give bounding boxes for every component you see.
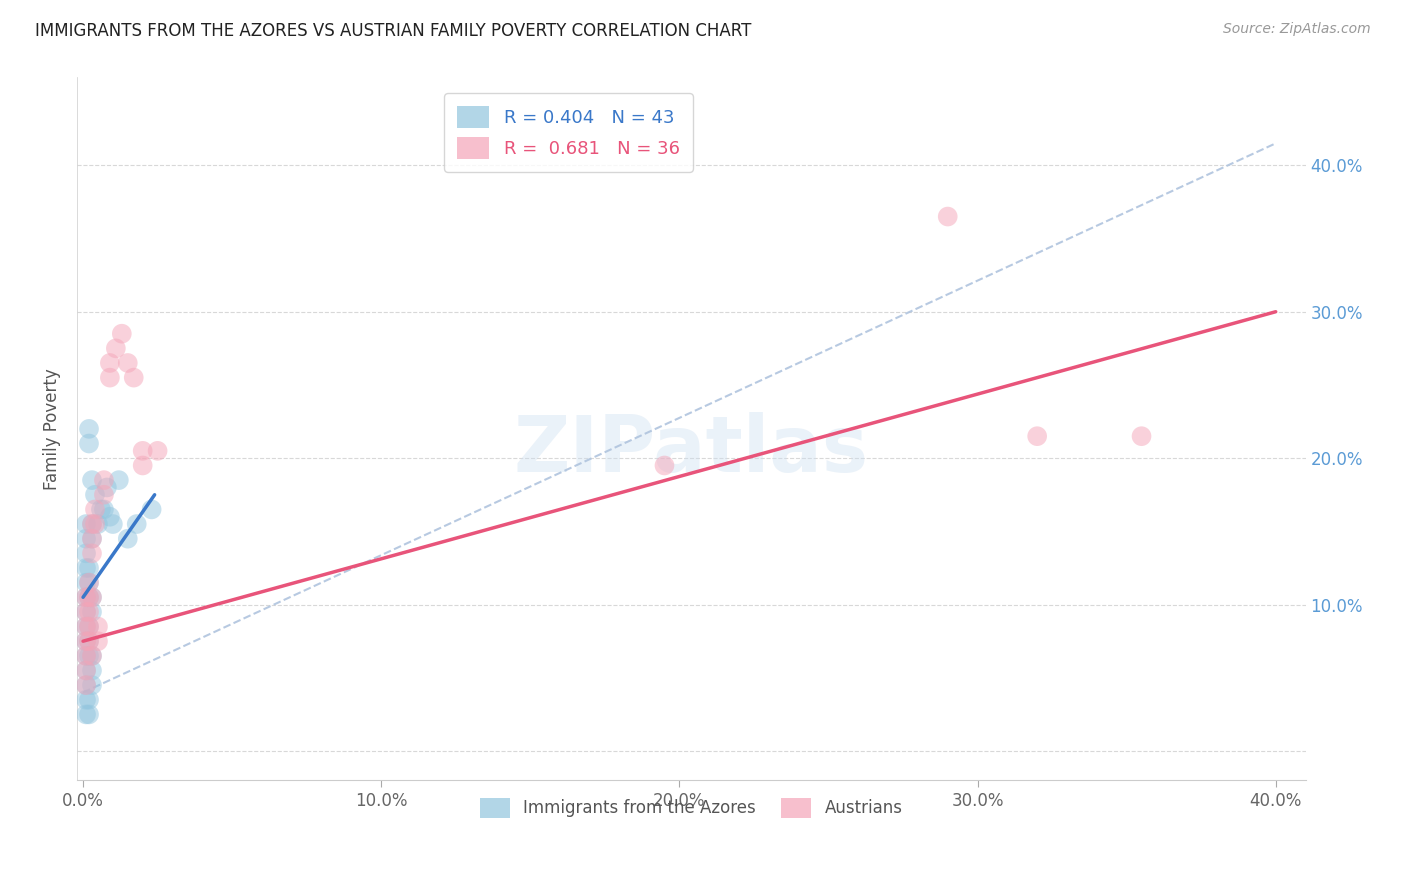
Point bbox=[77, 591, 100, 605]
Point bbox=[75, 707, 97, 722]
Legend: Immigrants from the Azores, Austrians: Immigrants from the Azores, Austrians bbox=[474, 791, 910, 825]
Point bbox=[80, 678, 103, 692]
Point bbox=[98, 370, 121, 384]
Point bbox=[93, 502, 115, 516]
Point bbox=[146, 443, 169, 458]
Point bbox=[77, 575, 100, 590]
Point bbox=[122, 370, 145, 384]
Point bbox=[77, 436, 100, 450]
Point bbox=[75, 591, 97, 605]
Point bbox=[75, 561, 97, 575]
Point bbox=[80, 546, 103, 560]
Point bbox=[77, 591, 100, 605]
Point bbox=[936, 210, 959, 224]
Point bbox=[131, 458, 153, 473]
Point bbox=[104, 342, 127, 356]
Point bbox=[90, 502, 112, 516]
Point bbox=[108, 473, 131, 487]
Point bbox=[75, 648, 97, 663]
Point bbox=[98, 356, 121, 370]
Point bbox=[75, 634, 97, 648]
Point bbox=[80, 591, 103, 605]
Point bbox=[77, 605, 100, 619]
Point bbox=[75, 619, 97, 633]
Point bbox=[1130, 429, 1153, 443]
Point bbox=[77, 692, 100, 706]
Point bbox=[80, 516, 103, 531]
Point bbox=[75, 532, 97, 546]
Point bbox=[75, 591, 97, 605]
Point bbox=[75, 619, 97, 633]
Point bbox=[75, 678, 97, 692]
Point bbox=[80, 516, 103, 531]
Point bbox=[80, 648, 103, 663]
Point bbox=[131, 443, 153, 458]
Point bbox=[75, 692, 97, 706]
Point bbox=[75, 664, 97, 678]
Point bbox=[84, 488, 107, 502]
Y-axis label: Family Poverty: Family Poverty bbox=[44, 368, 60, 490]
Point bbox=[96, 480, 118, 494]
Point bbox=[117, 532, 139, 546]
Point bbox=[101, 516, 124, 531]
Point bbox=[75, 575, 97, 590]
Point bbox=[84, 516, 107, 531]
Point bbox=[77, 619, 100, 633]
Text: IMMIGRANTS FROM THE AZORES VS AUSTRIAN FAMILY POVERTY CORRELATION CHART: IMMIGRANTS FROM THE AZORES VS AUSTRIAN F… bbox=[35, 22, 752, 40]
Point bbox=[111, 326, 134, 341]
Point bbox=[1026, 429, 1049, 443]
Text: ZIPatlas: ZIPatlas bbox=[513, 412, 869, 488]
Point bbox=[87, 634, 110, 648]
Point bbox=[654, 458, 676, 473]
Point bbox=[77, 707, 100, 722]
Point bbox=[77, 634, 100, 648]
Point bbox=[141, 502, 163, 516]
Point bbox=[93, 488, 115, 502]
Point bbox=[117, 356, 139, 370]
Point bbox=[87, 516, 110, 531]
Point bbox=[80, 605, 103, 619]
Point bbox=[77, 561, 100, 575]
Point bbox=[75, 605, 97, 619]
Point bbox=[125, 516, 148, 531]
Point bbox=[77, 422, 100, 436]
Point bbox=[87, 619, 110, 633]
Point bbox=[80, 664, 103, 678]
Point bbox=[80, 532, 103, 546]
Point bbox=[77, 634, 100, 648]
Point bbox=[75, 605, 97, 619]
Point bbox=[75, 634, 97, 648]
Point bbox=[75, 516, 97, 531]
Point bbox=[80, 591, 103, 605]
Point bbox=[75, 648, 97, 663]
Point bbox=[80, 473, 103, 487]
Point bbox=[77, 619, 100, 633]
Point bbox=[77, 648, 100, 663]
Point bbox=[75, 664, 97, 678]
Point bbox=[75, 678, 97, 692]
Point bbox=[75, 546, 97, 560]
Point bbox=[98, 509, 121, 524]
Text: Source: ZipAtlas.com: Source: ZipAtlas.com bbox=[1223, 22, 1371, 37]
Point bbox=[93, 473, 115, 487]
Point bbox=[77, 575, 100, 590]
Point bbox=[84, 502, 107, 516]
Point bbox=[80, 532, 103, 546]
Point bbox=[80, 648, 103, 663]
